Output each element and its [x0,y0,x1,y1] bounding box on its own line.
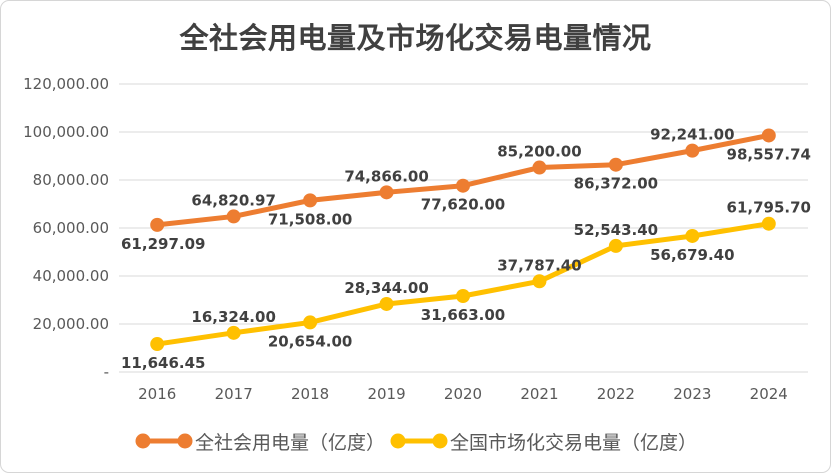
data-label: 86,372.00 [574,175,658,193]
series-line-1 [156,221,770,347]
data-label: 20,654.00 [268,332,352,350]
data-point [532,160,547,175]
x-axis-label: 2019 [367,385,405,403]
x-axis-label: 2023 [673,385,711,403]
x-axis-label: 2022 [597,385,635,403]
data-point [303,193,318,208]
data-point [532,274,547,289]
data-label: 61,297.09 [121,235,205,253]
x-axis-label: 2016 [138,385,176,403]
data-point [456,178,470,193]
legend-line-marker-icon [390,433,448,449]
data-label: 11,646.45 [121,354,205,372]
legend-label-series-1: 全国市场化交易电量（亿度） [450,431,698,454]
data-point [608,238,623,253]
chart-title: 全社会用电量及市场化交易电量情况 [179,21,652,55]
y-axis-tick-label: 80,000.00 [33,171,109,189]
y-axis-tick-label: 60,000.00 [33,219,109,237]
chart-legend: 全社会用电量（亿度） 全国市场化交易电量（亿度） [1,425,830,457]
data-label: 31,663.00 [421,306,505,324]
data-label: 56,679.40 [650,246,734,264]
data-label: 92,241.00 [650,126,734,144]
data-label: 28,344.00 [344,279,428,297]
y-axis-tick-label: 100,000.00 [23,123,109,141]
data-label: 61,795.70 [727,199,811,217]
legend-item-series-0: 全社会用电量（亿度） [134,428,385,455]
y-axis-tick-label: 20,000.00 [33,315,109,333]
data-point [456,289,470,304]
data-point [150,337,165,352]
data-point [685,228,700,243]
data-point [226,325,241,340]
data-point [150,217,165,232]
x-axis-label: 2024 [750,385,788,403]
data-point [761,128,776,143]
data-label: 77,620.00 [421,196,505,214]
data-point [379,296,394,311]
legend-line-marker-icon [135,433,193,449]
data-point [303,315,318,330]
data-label: 98,557.74 [727,145,811,163]
y-axis-tick-label: 40,000.00 [33,267,109,285]
data-point [761,216,776,231]
data-point [685,143,700,158]
data-point [379,185,394,200]
data-label: 52,543.40 [574,221,658,239]
data-point [226,209,241,224]
legend-label-series-0: 全社会用电量（亿度） [194,431,385,454]
y-axis-tick-label: - [104,363,109,381]
data-label: 64,820.97 [191,191,275,209]
data-label: 85,200.00 [497,143,581,161]
legend-item-series-1: 全国市场化交易电量（亿度） [389,428,697,455]
x-axis-label: 2021 [520,385,558,403]
data-label: 74,866.00 [344,167,428,185]
x-axis-label: 2020 [444,385,482,403]
data-label: 71,508.00 [268,210,352,228]
y-axis-tick-label: 120,000.00 [23,75,109,93]
data-label: 37,787.40 [497,256,581,274]
data-label: 16,324.00 [191,308,275,326]
data-point [608,157,623,172]
x-axis-label: 2018 [291,385,329,403]
x-axis-label: 2017 [215,385,253,403]
